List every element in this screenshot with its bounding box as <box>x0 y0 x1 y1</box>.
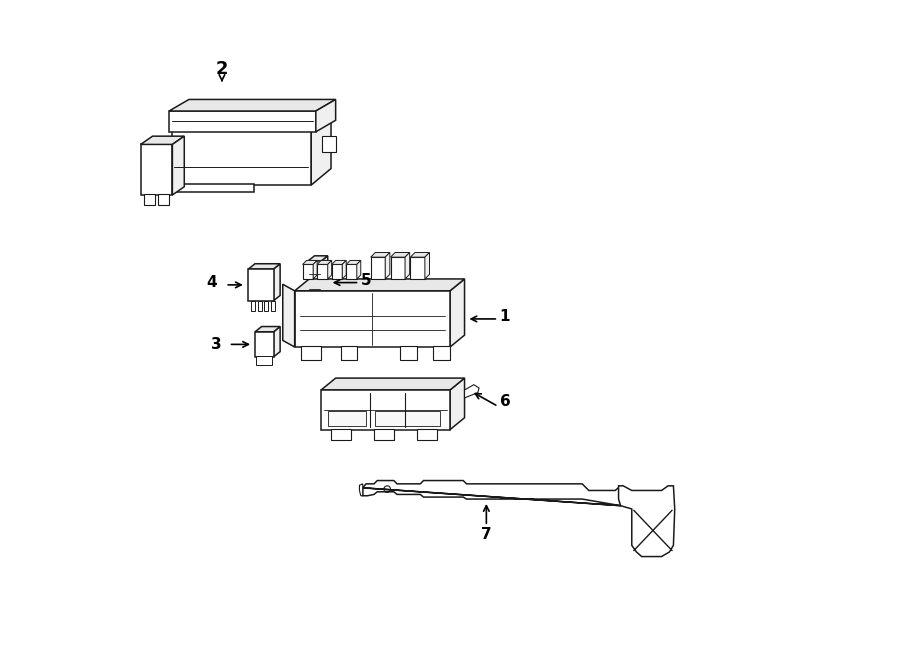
Polygon shape <box>410 253 429 257</box>
Bar <box>265 301 268 311</box>
Bar <box>173 126 311 185</box>
Bar <box>375 410 440 426</box>
Polygon shape <box>385 253 390 279</box>
Polygon shape <box>371 253 390 257</box>
Bar <box>144 194 155 205</box>
Polygon shape <box>321 378 464 390</box>
Polygon shape <box>342 260 346 279</box>
Polygon shape <box>169 99 336 111</box>
Bar <box>322 136 337 153</box>
Text: 5: 5 <box>361 274 372 288</box>
Polygon shape <box>313 260 317 279</box>
Bar <box>321 390 450 430</box>
Bar <box>271 301 274 311</box>
Bar <box>391 257 405 279</box>
Bar <box>400 346 417 360</box>
Polygon shape <box>248 264 280 269</box>
Text: 6: 6 <box>500 394 510 408</box>
Bar <box>410 257 425 279</box>
Bar <box>331 429 351 440</box>
Bar <box>341 346 357 360</box>
Polygon shape <box>359 484 363 496</box>
Polygon shape <box>294 279 464 291</box>
Bar <box>332 264 342 279</box>
Bar <box>255 332 274 357</box>
Text: 1: 1 <box>500 309 510 324</box>
Bar <box>308 261 321 304</box>
Polygon shape <box>450 279 464 347</box>
Bar <box>346 264 356 279</box>
Bar <box>328 410 366 426</box>
Polygon shape <box>274 264 280 301</box>
Polygon shape <box>140 136 184 144</box>
Text: 2: 2 <box>216 60 229 79</box>
Bar <box>317 264 328 279</box>
Bar <box>302 264 313 279</box>
Bar <box>158 194 169 205</box>
Bar <box>170 184 254 192</box>
Polygon shape <box>302 260 317 264</box>
Polygon shape <box>316 99 336 132</box>
Polygon shape <box>425 253 429 279</box>
Text: 7: 7 <box>481 527 491 541</box>
Polygon shape <box>346 260 361 264</box>
Text: 4: 4 <box>207 276 217 290</box>
Polygon shape <box>356 260 361 279</box>
Bar <box>302 346 321 360</box>
Polygon shape <box>405 253 410 279</box>
Bar <box>371 257 385 279</box>
Polygon shape <box>328 260 332 279</box>
Polygon shape <box>311 109 331 185</box>
Bar <box>417 429 436 440</box>
Polygon shape <box>464 385 479 398</box>
Bar <box>294 291 450 347</box>
Polygon shape <box>308 256 328 261</box>
Bar <box>374 429 394 440</box>
Polygon shape <box>173 136 184 195</box>
Bar <box>251 301 255 311</box>
Bar <box>256 356 272 365</box>
Polygon shape <box>274 327 280 357</box>
Polygon shape <box>173 109 331 126</box>
Polygon shape <box>255 327 280 332</box>
Polygon shape <box>363 481 620 506</box>
Bar <box>248 269 274 301</box>
Polygon shape <box>332 260 347 264</box>
Text: 3: 3 <box>212 337 222 352</box>
Bar <box>140 144 173 195</box>
Polygon shape <box>317 260 332 264</box>
Bar <box>434 346 450 360</box>
Polygon shape <box>283 284 294 347</box>
Polygon shape <box>391 253 410 257</box>
Polygon shape <box>618 486 675 557</box>
Bar <box>257 301 262 311</box>
Polygon shape <box>450 378 464 430</box>
Bar <box>169 111 316 132</box>
Polygon shape <box>321 256 328 304</box>
